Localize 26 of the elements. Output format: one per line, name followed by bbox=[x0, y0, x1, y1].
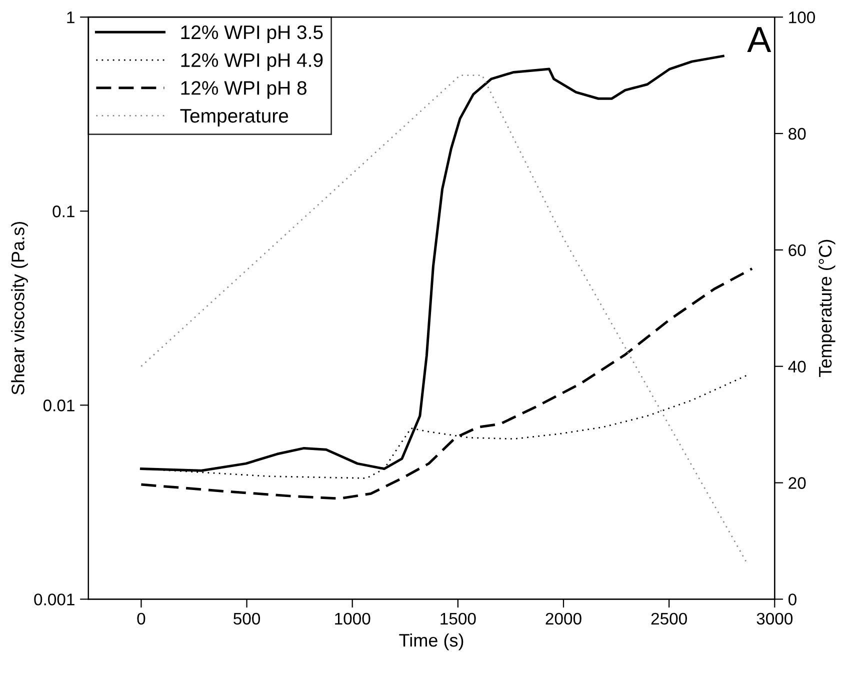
legend-label: 12% WPI pH 4.9 bbox=[181, 53, 323, 71]
y-axis-title: Shear viscosity (Pa.s) bbox=[11, 222, 28, 395]
y2-tick-label: 60 bbox=[788, 244, 806, 256]
y2-tick-label: 100 bbox=[789, 12, 815, 24]
legend-label: Temperature bbox=[180, 109, 288, 127]
x-tick-label: 500 bbox=[234, 612, 260, 625]
y2-tick-label: 20 bbox=[788, 477, 806, 489]
x-tick-label: 2000 bbox=[546, 612, 582, 625]
line-series bbox=[140, 267, 754, 500]
x-tick-label: 1500 bbox=[440, 612, 476, 625]
y-tick-label: 0.01 bbox=[43, 400, 74, 412]
x-tick-label: 2500 bbox=[651, 612, 687, 625]
x-tick-label: 0 bbox=[137, 612, 146, 625]
x-axis-title: Time (s) bbox=[399, 633, 464, 650]
x-tick-label: 1000 bbox=[335, 612, 370, 625]
legend-label: 12% WPI pH 3.5 bbox=[181, 25, 323, 44]
annotation: A bbox=[747, 27, 772, 52]
x-tick-label: 3000 bbox=[756, 612, 793, 625]
y-tick-label: 0.001 bbox=[34, 594, 74, 606]
y-tick-label: 0.1 bbox=[52, 206, 74, 218]
y-tick-label: 1 bbox=[67, 12, 74, 24]
y2-tick-label: 80 bbox=[788, 128, 806, 140]
legend-label: 12% WPI pH 8 bbox=[181, 81, 306, 99]
y2-tick-label: 40 bbox=[788, 360, 806, 373]
y2-axis-title: Temperature (°C) bbox=[818, 240, 836, 378]
y2-tick-label: 0 bbox=[788, 594, 796, 606]
